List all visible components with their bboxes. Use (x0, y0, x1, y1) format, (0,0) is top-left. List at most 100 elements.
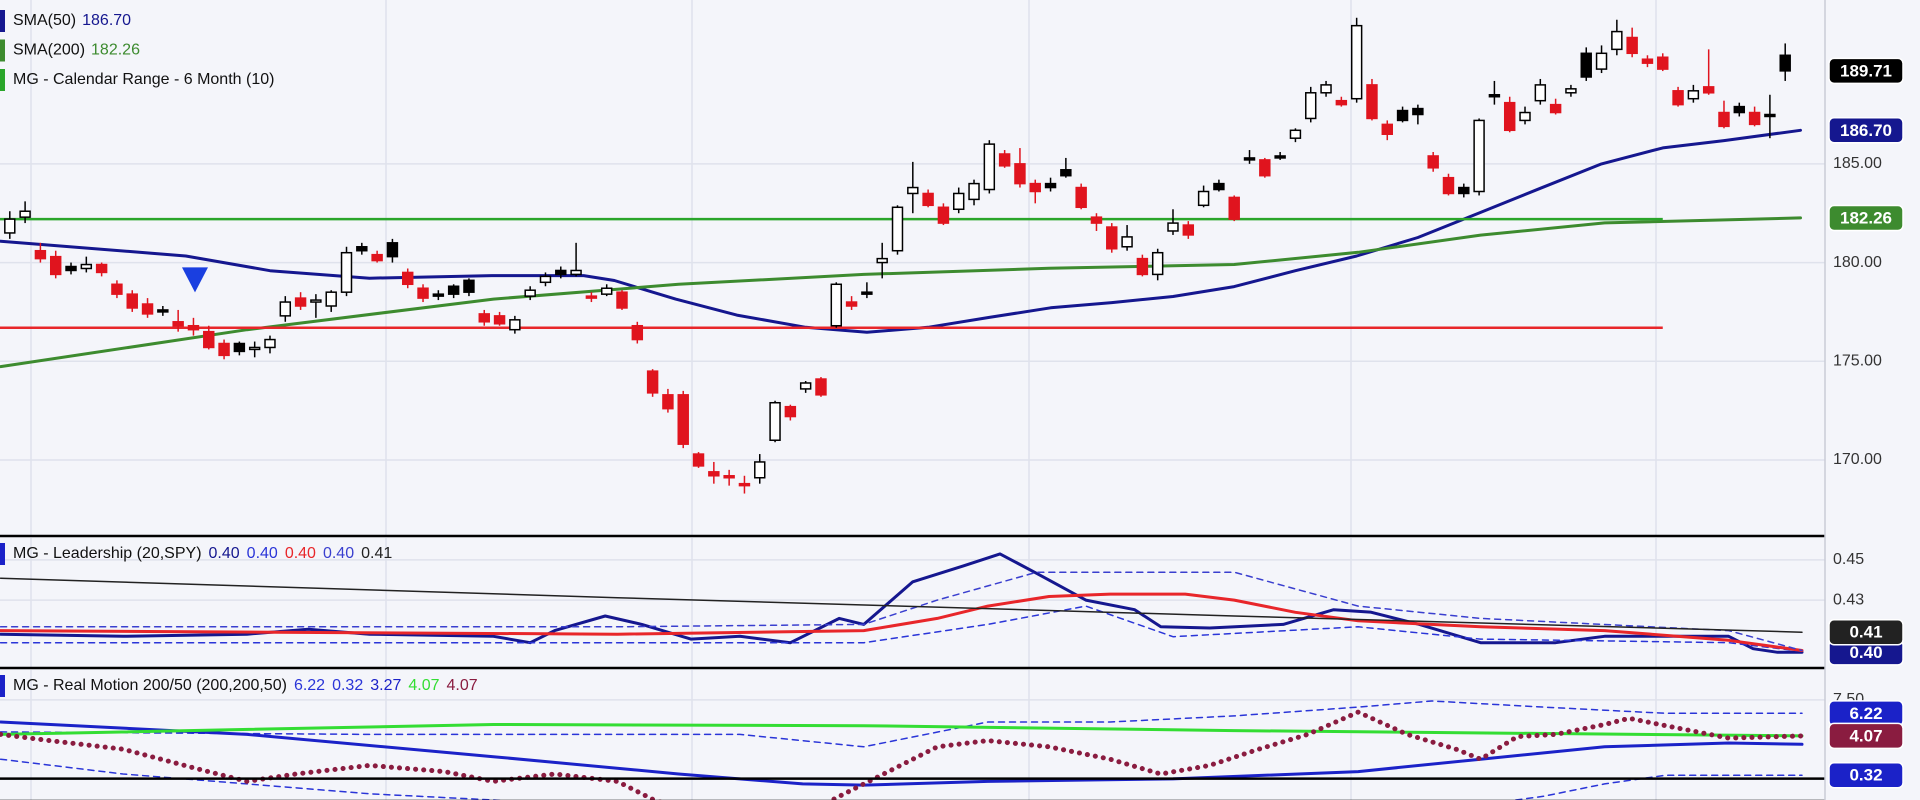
legend-value: 0.32 (332, 677, 363, 694)
candle-body (1151, 251, 1164, 276)
series-line (0, 571, 1803, 652)
candle-body (555, 269, 567, 276)
legend-label: SMA(50) (13, 12, 76, 29)
legend-swatch (0, 39, 5, 62)
value-box-label: 186.70 (1840, 121, 1892, 140)
candle-body (937, 206, 950, 224)
value-box-label: 6.22 (1849, 704, 1882, 723)
panel-title: MG - Leadership (20,SPY) (13, 545, 202, 562)
candle-body (1779, 54, 1791, 72)
candle-body (402, 271, 414, 286)
y-tick-label: 0.43 (1833, 591, 1864, 608)
signal-marker (181, 267, 208, 293)
candle-body (447, 285, 460, 295)
candle-body (1228, 196, 1240, 220)
candle-body (1213, 182, 1225, 191)
candle-body (585, 295, 598, 299)
series-line (0, 700, 1803, 748)
candle-body (1320, 84, 1332, 94)
panel-title: MG - Real Motion 200/50 (200,200,50) (13, 677, 287, 694)
candle-body (371, 253, 383, 262)
candle-body (417, 287, 429, 299)
candle-body (646, 370, 659, 394)
value-box-label: 4.07 (1849, 726, 1882, 745)
panel (0, 0, 1825, 535)
candle-body (509, 319, 521, 331)
value-box-label: 0.41 (1849, 623, 1882, 642)
candle-body (1626, 36, 1638, 55)
value-box (1828, 204, 1904, 232)
legend-swatch (0, 543, 5, 565)
candle-body (141, 303, 154, 315)
legend-value: 3.27 (370, 677, 401, 694)
candle-body (570, 269, 582, 276)
candle-body (830, 283, 843, 327)
value-box (1828, 57, 1904, 85)
candle-body (1687, 90, 1700, 100)
legend-label: MG - Calendar Range - 6 Month (10) (13, 71, 274, 88)
candle-body (754, 461, 766, 479)
series-line (0, 723, 1804, 738)
candle-body (845, 301, 858, 307)
legend-value: 0.40 (285, 545, 316, 562)
candle-body (1396, 109, 1409, 122)
candle-body (49, 255, 62, 276)
legend-value: 6.22 (294, 677, 325, 694)
candle-body (708, 471, 720, 477)
series-line (0, 128, 1802, 334)
candle-body (922, 192, 934, 207)
candle-body (1381, 123, 1393, 135)
candle-body (386, 242, 399, 258)
candle-body (692, 453, 705, 467)
candle-body (203, 330, 215, 349)
candle-body (1274, 155, 1286, 159)
candle-body (478, 313, 490, 323)
candle-body (876, 257, 888, 264)
candle-body (1764, 113, 1776, 118)
candle-body (983, 143, 996, 191)
candle-body (1090, 216, 1103, 224)
legend-value: 4.07 (408, 677, 439, 694)
candle-body (968, 182, 980, 201)
value-box-label: 189.71 (1840, 61, 1892, 80)
candle-body (463, 279, 475, 293)
candle-body (126, 293, 138, 309)
candle-body (662, 394, 674, 410)
candle-body (1488, 94, 1501, 98)
candle-body (600, 287, 613, 295)
legend-value: 186.70 (82, 12, 131, 29)
y-tick-label: 170.00 (1833, 451, 1882, 468)
candle-body (356, 246, 368, 252)
candle-body (187, 324, 200, 331)
legend-label: SMA(200) (13, 42, 85, 59)
legend-swatch (0, 69, 5, 91)
legend-value: 182.26 (91, 42, 140, 59)
candle-body (279, 301, 292, 317)
candle-body (233, 342, 246, 353)
candle-body (1060, 169, 1072, 177)
candle-body (1412, 107, 1424, 116)
candle-body (1473, 119, 1485, 193)
candle-body (952, 192, 965, 211)
legend-swatch (0, 10, 5, 32)
candle-body (815, 378, 827, 396)
panel (0, 670, 1825, 800)
candle-body (1657, 56, 1669, 70)
candle-body (1611, 30, 1623, 51)
candle-body (95, 263, 108, 274)
candle-body (248, 346, 261, 351)
candle-body (80, 263, 93, 270)
candle-body (1748, 111, 1761, 126)
candle-body (539, 275, 552, 284)
legend-value: 0.40 (209, 545, 240, 562)
candle-body (784, 405, 797, 418)
candle-body (1565, 88, 1577, 94)
series-line (0, 709, 1805, 800)
candle-body (1259, 159, 1271, 177)
value-box-label: 182.26 (1840, 208, 1892, 227)
candle-body (65, 265, 77, 272)
candle-body (1167, 222, 1179, 232)
series-line (0, 552, 1804, 654)
